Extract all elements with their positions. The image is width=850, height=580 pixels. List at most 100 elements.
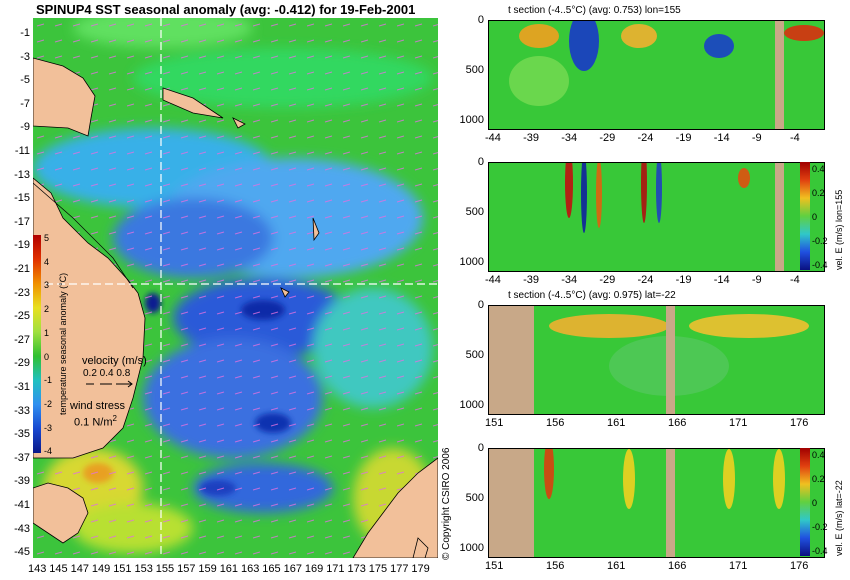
section-plot bbox=[488, 162, 825, 272]
section-x-tick: -29 bbox=[599, 274, 616, 286]
section-depth-tick: 500 bbox=[465, 492, 484, 504]
section-x-tick: -24 bbox=[637, 132, 654, 144]
map-lon-tick: 155 bbox=[155, 563, 175, 575]
section-plot bbox=[488, 448, 825, 558]
section-x-tick: -39 bbox=[523, 132, 540, 144]
section-feature bbox=[621, 24, 657, 48]
velocity-colorbar-tick: 0.4 bbox=[812, 164, 825, 174]
sst-map bbox=[33, 18, 438, 558]
section-feature bbox=[784, 25, 824, 41]
map-lon-tick: 169 bbox=[304, 563, 324, 575]
section-x-tick: 171 bbox=[729, 417, 748, 429]
section-x-tick: 161 bbox=[607, 417, 626, 429]
map-lat-tick: -13 bbox=[14, 168, 30, 181]
velocity-colorbar-label: vel. E (m/s) lon=155 bbox=[834, 189, 844, 270]
map-lat-tick: -1 bbox=[20, 27, 30, 39]
map-lat-tick: -37 bbox=[14, 451, 30, 464]
wind-legend-scale: 0.1 N/m2 bbox=[74, 414, 117, 429]
section-feature bbox=[581, 163, 587, 233]
map-lat-tick: -21 bbox=[14, 263, 30, 275]
section-feature bbox=[519, 24, 559, 48]
section-feature bbox=[569, 21, 599, 71]
velocity-colorbar bbox=[800, 448, 810, 556]
anomaly-colorbar bbox=[33, 235, 41, 453]
velocity-colorbar-tick: -0.4 bbox=[812, 546, 828, 556]
section-x-tick: -34 bbox=[561, 132, 578, 144]
section-x-tick: 151 bbox=[485, 417, 504, 429]
map-lat-tick: -7 bbox=[20, 97, 30, 110]
anomaly-colorbar-tick: 4 bbox=[44, 256, 50, 267]
map-lat-tick: -35 bbox=[14, 428, 30, 441]
section-land bbox=[489, 306, 534, 414]
section-feature bbox=[596, 163, 602, 228]
velocity-colorbar-tick: -0.2 bbox=[812, 522, 828, 532]
section-x-tick: -4 bbox=[790, 132, 800, 144]
map-lat-tick: -9 bbox=[20, 121, 30, 134]
map-lon-tick: 143 bbox=[28, 563, 47, 575]
velocity-colorbar-tick: 0.2 bbox=[812, 188, 825, 198]
section-x-tick: 161 bbox=[607, 560, 626, 572]
land-masses bbox=[33, 57, 438, 558]
section-x-tick: 151 bbox=[485, 560, 504, 572]
anomaly-colorbar-tick: 5 bbox=[44, 233, 50, 243]
map-lon-tick: 161 bbox=[219, 563, 239, 575]
section-x-tick: 156 bbox=[546, 417, 565, 429]
wind-legend-title: wind stress bbox=[70, 400, 126, 412]
map-lat-tick: -39 bbox=[14, 475, 30, 488]
velocity-colorbar-tick: -0.2 bbox=[812, 236, 828, 246]
section-x-tick: -19 bbox=[675, 132, 692, 144]
map-lon-tick: 149 bbox=[91, 563, 111, 575]
section-feature bbox=[565, 163, 573, 218]
anomaly-colorbar-tick: 2 bbox=[44, 304, 50, 315]
velocity-colorbar-tick: 0.2 bbox=[812, 474, 825, 484]
panel-title: t section (-4..5°C) (avg: 0.753) lon=155 bbox=[508, 5, 681, 16]
velocity-colorbar-label: vel. E (m/s) lat=-22 bbox=[834, 480, 844, 556]
section-feature bbox=[738, 168, 750, 188]
map-lon-tick: 167 bbox=[283, 563, 302, 575]
section-x-tick: 166 bbox=[668, 417, 687, 429]
section-x-tick: -29 bbox=[599, 132, 616, 144]
section-x-tick: 176 bbox=[790, 417, 809, 429]
section-depth-tick: 1000 bbox=[459, 114, 484, 126]
velocity-legend-scale: 0.2 0.4 0.8 bbox=[83, 368, 131, 379]
section-depth-tick: 0 bbox=[477, 14, 484, 26]
velocity-colorbar-tick: 0 bbox=[812, 498, 818, 508]
section-x-tick: -24 bbox=[637, 274, 654, 286]
map-lon-tick: 153 bbox=[134, 563, 153, 575]
map-lat-tick: -11 bbox=[14, 145, 30, 157]
map-lat-tick: -43 bbox=[14, 522, 30, 535]
section-x-tick: -9 bbox=[751, 274, 762, 286]
section-depth-tick: 500 bbox=[465, 349, 484, 361]
section-plot bbox=[488, 305, 825, 415]
section-depth-tick: 1000 bbox=[459, 256, 484, 268]
anomaly-colorbar-tick: 1 bbox=[44, 327, 50, 338]
anomaly-colorbar-tick: 3 bbox=[44, 280, 50, 291]
section-feature bbox=[623, 449, 635, 509]
map-title: SPINUP4 SST seasonal anomaly (avg: -0.41… bbox=[36, 2, 416, 17]
map-lat-tick: -17 bbox=[14, 215, 30, 228]
map-lon-tick: 171 bbox=[326, 563, 345, 575]
map-lat-tick: -31 bbox=[14, 381, 30, 393]
anomaly-colorbar-tick: -3 bbox=[44, 422, 53, 433]
map-lon-tick: 145 bbox=[49, 563, 68, 575]
velocity-colorbar bbox=[800, 162, 810, 270]
map-lat-tick: -3 bbox=[20, 50, 30, 63]
panel-title: t section (-4..5°C) (avg: 0.975) lat=-22 bbox=[508, 290, 676, 301]
velocity-colorbar-tick: -0.4 bbox=[812, 260, 828, 270]
section-depth-tick: 1000 bbox=[459, 399, 484, 411]
map-lon-tick: 151 bbox=[113, 563, 132, 575]
section-feature bbox=[704, 34, 734, 58]
section-plot bbox=[488, 20, 825, 130]
section-x-tick: 171 bbox=[729, 560, 748, 572]
section-depth-tick: 0 bbox=[477, 442, 484, 454]
velocity-legend-arrows bbox=[86, 380, 133, 388]
map-lon-tick: 165 bbox=[262, 563, 281, 575]
velocity-legend-title: velocity (m/s) bbox=[82, 355, 147, 367]
anomaly-colorbar-tick: -4 bbox=[44, 446, 53, 457]
section-feature bbox=[641, 163, 647, 223]
map-lat-tick: -23 bbox=[14, 286, 30, 299]
section-x-tick: -34 bbox=[561, 274, 578, 286]
section-feature bbox=[773, 449, 785, 509]
map-lat-tick: -41 bbox=[14, 499, 30, 511]
section-x-tick: 166 bbox=[668, 560, 687, 572]
